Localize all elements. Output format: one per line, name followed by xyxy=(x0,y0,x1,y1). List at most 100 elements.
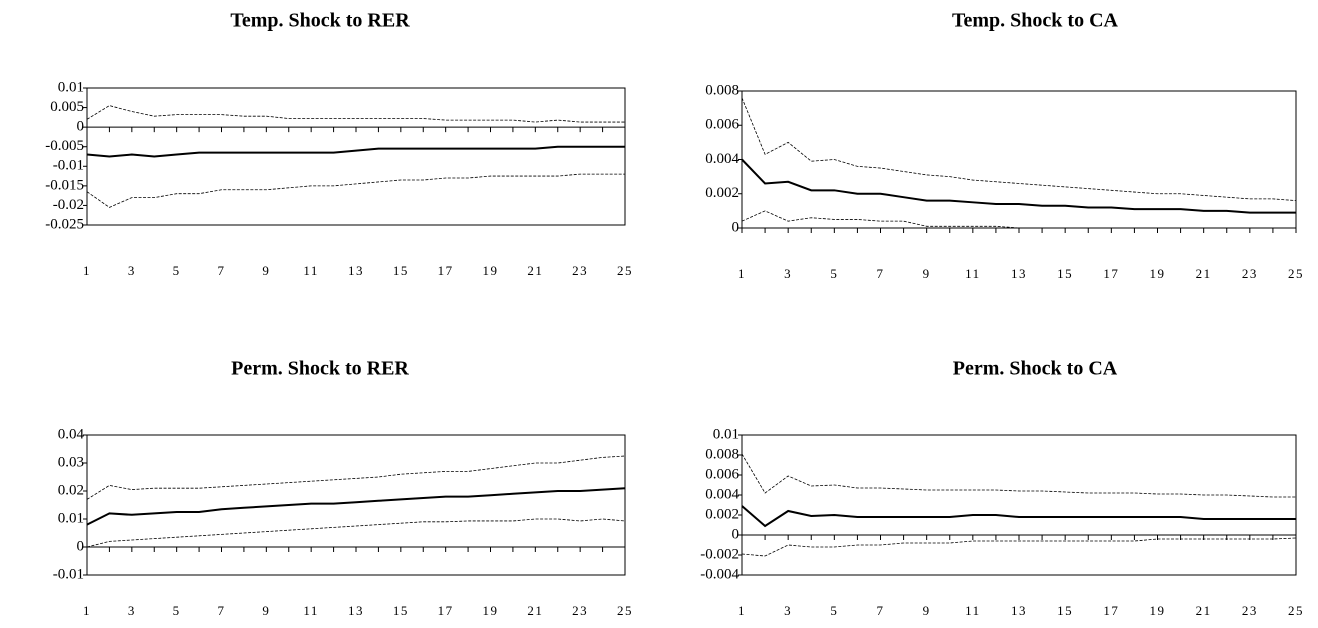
y-tick-label: 0 xyxy=(732,219,740,235)
y-tick-label: 0.002 xyxy=(705,185,739,201)
y-tick-label: -0.01 xyxy=(53,158,84,174)
x-tick-label: 17 xyxy=(438,603,454,618)
x-tick-label: 1 xyxy=(83,263,91,278)
y-tick-label: 0.03 xyxy=(58,454,84,470)
x-tick-label: 5 xyxy=(830,603,838,618)
y-tick-label: 0.004 xyxy=(705,151,739,167)
band-line xyxy=(741,97,1297,201)
y-tick-label: 0 xyxy=(732,526,740,542)
x-tick-label: 19 xyxy=(1150,603,1166,618)
y-tick-label: -0.01 xyxy=(53,566,84,582)
plot-area xyxy=(86,434,626,576)
x-tick-label: 3 xyxy=(784,603,792,618)
x-tick-label: 15 xyxy=(1057,603,1073,618)
x-tick-label: 11 xyxy=(965,266,981,281)
estimate-line xyxy=(741,505,1296,528)
plot-area xyxy=(741,434,1297,576)
chart-title: Perm. Shock to CA xyxy=(953,358,1118,380)
x-tick-label: 17 xyxy=(438,263,454,278)
y-tick-label: 0.008 xyxy=(705,446,739,462)
band-line xyxy=(741,453,1296,498)
x-tick-label: 7 xyxy=(218,263,226,278)
x-tick-label: 5 xyxy=(830,266,838,281)
y-tick-label: 0.02 xyxy=(58,482,84,498)
x-tick-label: 23 xyxy=(1242,266,1258,281)
y-tick-label: 0.01 xyxy=(713,426,739,442)
x-tick-label: 23 xyxy=(1242,603,1258,618)
x-tick-label: 23 xyxy=(572,263,588,278)
x-tick-label: 7 xyxy=(877,603,885,618)
x-tick-label: 15 xyxy=(393,263,409,278)
y-tick-label: 0.01 xyxy=(58,79,84,95)
estimate-line xyxy=(86,145,625,158)
y-tick-label: -0.002 xyxy=(700,546,739,562)
band-line xyxy=(741,537,1297,557)
estimate-line xyxy=(741,158,1296,214)
x-tick-label: 13 xyxy=(348,603,364,618)
band-line xyxy=(86,105,625,123)
y-tick-label: 0.005 xyxy=(50,99,84,115)
chart-title: Temp. Shock to CA xyxy=(952,10,1119,32)
x-tick-label: 13 xyxy=(1011,266,1027,281)
x-tick-label: 21 xyxy=(1196,603,1212,618)
x-tick-label: 9 xyxy=(262,603,270,618)
x-tick-label: 19 xyxy=(483,603,499,618)
band-line xyxy=(86,173,625,208)
x-tick-label: 25 xyxy=(617,263,633,278)
band-line xyxy=(741,210,1020,229)
x-tick-label: 25 xyxy=(1288,266,1304,281)
y-tick-label: -0.02 xyxy=(53,197,84,213)
y-tick-label: 0.008 xyxy=(705,82,739,98)
x-tick-label: 19 xyxy=(1150,266,1166,281)
x-tick-label: 5 xyxy=(173,603,181,618)
x-tick-label: 13 xyxy=(1011,603,1027,618)
x-tick-label: 17 xyxy=(1103,603,1119,618)
x-tick-label: 19 xyxy=(483,263,499,278)
band-line xyxy=(86,455,626,500)
x-tick-label: 21 xyxy=(1196,266,1212,281)
plot-area xyxy=(86,87,626,226)
x-tick-label: 7 xyxy=(218,603,226,618)
x-tick-label: 9 xyxy=(923,266,931,281)
x-tick-label: 17 xyxy=(1103,266,1119,281)
y-tick-label: 0 xyxy=(77,538,85,554)
x-tick-label: 13 xyxy=(348,263,364,278)
plot-area xyxy=(741,90,1297,229)
chart-title: Perm. Shock to RER xyxy=(231,358,409,380)
band-line xyxy=(86,518,626,548)
x-tick-label: 15 xyxy=(1057,266,1073,281)
x-tick-label: 9 xyxy=(262,263,270,278)
y-tick-label: -0.015 xyxy=(45,177,84,193)
x-tick-label: 23 xyxy=(572,603,588,618)
x-tick-label: 1 xyxy=(738,603,746,618)
y-tick-label: 0 xyxy=(77,119,85,135)
estimate-line xyxy=(86,487,626,526)
x-tick-label: 3 xyxy=(128,603,136,618)
x-tick-label: 15 xyxy=(393,603,409,618)
y-tick-label: 0.002 xyxy=(705,506,739,522)
x-tick-label: 21 xyxy=(527,603,543,618)
x-tick-label: 3 xyxy=(784,266,792,281)
y-tick-label: -0.025 xyxy=(45,216,84,232)
x-tick-label: 9 xyxy=(923,603,931,618)
y-tick-label: -0.004 xyxy=(700,566,739,582)
y-tick-label: -0.005 xyxy=(45,138,84,154)
x-tick-label: 3 xyxy=(128,263,136,278)
y-tick-label: 0.006 xyxy=(705,466,739,482)
x-tick-label: 1 xyxy=(738,266,746,281)
chart-title: Temp. Shock to RER xyxy=(230,10,410,32)
x-tick-label: 5 xyxy=(173,263,181,278)
x-tick-label: 25 xyxy=(1288,603,1304,618)
x-tick-label: 25 xyxy=(617,603,633,618)
y-tick-label: 0.004 xyxy=(705,486,739,502)
y-tick-label: 0.04 xyxy=(58,426,85,442)
x-tick-label: 1 xyxy=(83,603,91,618)
y-tick-label: 0.006 xyxy=(705,117,739,133)
y-tick-label: 0.01 xyxy=(58,510,84,526)
x-tick-label: 11 xyxy=(303,263,319,278)
x-tick-label: 11 xyxy=(303,603,319,618)
x-tick-label: 7 xyxy=(877,266,885,281)
x-tick-label: 11 xyxy=(965,603,981,618)
